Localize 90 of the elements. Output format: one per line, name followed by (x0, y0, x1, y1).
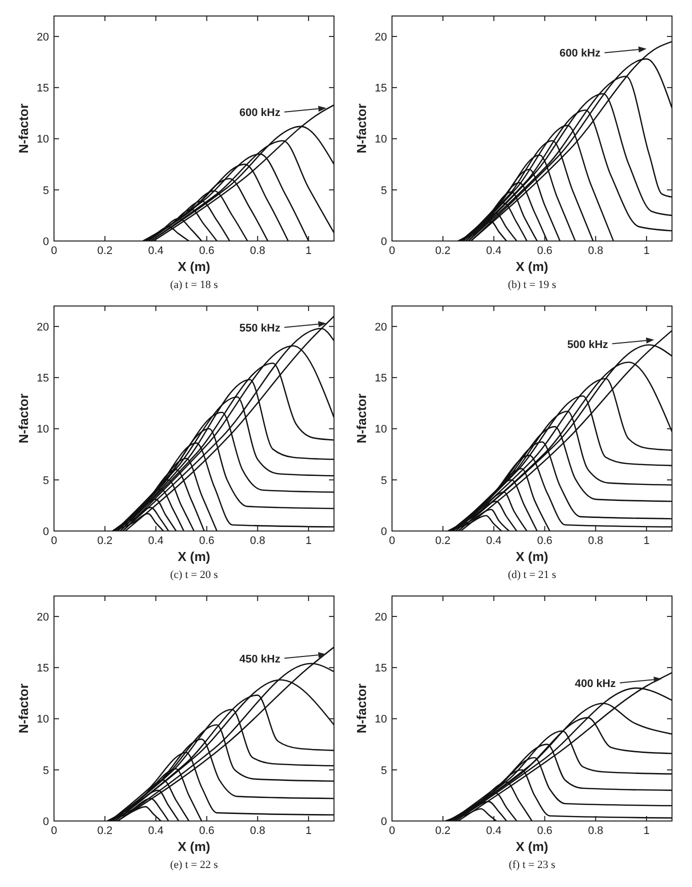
y-tick-label: 5 (42, 764, 49, 777)
x-tick-label: 0 (388, 535, 396, 547)
y-tick-label: 5 (380, 764, 387, 777)
x-tick-label: 0 (50, 245, 58, 257)
x-tick-label: 1 (305, 825, 312, 837)
annotation: 400 kHz (574, 678, 616, 690)
x-tick-label: 0.6 (537, 535, 552, 547)
x-tick-label: 1 (305, 535, 312, 547)
y-tick-label: 0 (380, 236, 387, 248)
y-tick-label: 0 (380, 526, 387, 538)
y-axis-title: N-factor (354, 684, 369, 734)
x-tick-label: 0.6 (537, 245, 552, 257)
x-tick-label: 0.2 (97, 535, 113, 547)
y-tick-label: 10 (36, 424, 49, 436)
x-tick-label: 0.8 (588, 245, 604, 257)
y-tick-label: 10 (36, 714, 49, 726)
x-tick-label: 0.2 (435, 245, 451, 257)
x-tick-label: 0.4 (486, 245, 502, 257)
x-tick-label: 0.8 (250, 535, 266, 547)
text: (a) t = 18 s (170, 279, 218, 291)
x-tick-label: 0.4 (486, 825, 502, 837)
x-tick-label: 0 (388, 245, 396, 257)
annotation: 600 kHz (239, 107, 281, 120)
y-tick-label: 20 (36, 31, 49, 44)
y-tick-label: 20 (374, 321, 387, 334)
y-tick-label: 0 (42, 526, 49, 538)
x-tick-label: 0.4 (486, 535, 502, 547)
text: (b) t = 19 s (508, 279, 556, 291)
y-tick-label: 10 (36, 134, 49, 146)
y-tick-label: 10 (374, 134, 387, 146)
x-tick-label: 0 (388, 825, 396, 837)
y-axis-title: N-factor (354, 394, 369, 444)
x-tick-label: 0.2 (435, 825, 451, 837)
y-tick-label: 20 (36, 321, 49, 334)
x-tick-label: 0.4 (148, 825, 164, 837)
y-axis-title: N-factor (16, 394, 31, 444)
text: (e) t = 22 s (170, 859, 218, 871)
annotation: 550 kHz (239, 322, 281, 334)
x-tick-label: 0.6 (537, 825, 552, 837)
y-tick-label: 20 (374, 611, 387, 624)
y-tick-label: 0 (380, 816, 387, 828)
x-tick-label: 0.8 (588, 535, 604, 547)
y-tick-label: 15 (36, 82, 49, 95)
x-tick-label: 0.8 (250, 825, 266, 837)
y-tick-label: 15 (36, 662, 49, 675)
x-tick-label: 0.4 (148, 535, 164, 547)
y-tick-label: 15 (374, 372, 387, 385)
x-tick-label: 0.6 (199, 245, 214, 257)
y-axis-title: N-factor (16, 104, 31, 154)
y-axis-title: N-factor (16, 684, 31, 734)
y-tick-label: 10 (374, 424, 387, 436)
x-tick-label: 0 (50, 825, 58, 837)
x-tick-label: 0.4 (148, 245, 164, 257)
x-tick-label: 1 (305, 245, 312, 257)
x-axis-title: X (m) (516, 259, 548, 274)
y-tick-label: 5 (380, 474, 387, 487)
x-axis-title: X (m) (178, 259, 210, 274)
x-axis-title: X (m) (516, 549, 548, 564)
annotation: 500 kHz (567, 338, 609, 351)
y-tick-label: 15 (36, 372, 49, 385)
x-tick-label: 0.6 (199, 535, 214, 547)
x-axis-title: X (m) (178, 839, 210, 854)
x-tick-label: 1 (643, 825, 650, 837)
annotation: 600 kHz (560, 48, 602, 60)
x-tick-label: 0 (50, 535, 58, 547)
x-axis-title: X (m) (178, 549, 210, 564)
y-tick-label: 15 (374, 662, 387, 675)
x-tick-label: 0.8 (588, 825, 604, 837)
y-tick-label: 15 (374, 82, 387, 95)
text: (d) t = 21 s (508, 569, 556, 581)
x-tick-label: 0.2 (435, 535, 451, 547)
x-tick-label: 1 (643, 245, 650, 257)
text: (c) t = 20 s (170, 569, 218, 581)
text: (f) t = 23 s (508, 859, 556, 871)
y-tick-label: 0 (42, 816, 49, 828)
annotation: 450 kHz (239, 653, 281, 666)
y-tick-label: 5 (42, 474, 49, 487)
y-tick-label: 20 (374, 31, 387, 44)
x-tick-label: 0.2 (97, 825, 113, 837)
y-tick-label: 5 (380, 184, 387, 197)
y-tick-label: 20 (36, 611, 49, 624)
x-axis-title: X (m) (516, 839, 548, 854)
y-tick-label: 10 (374, 714, 387, 726)
y-axis-title: N-factor (354, 104, 369, 154)
x-tick-label: 0.8 (250, 245, 266, 257)
y-tick-label: 5 (42, 184, 49, 197)
x-tick-label: 1 (643, 535, 650, 547)
x-tick-label: 0.6 (199, 825, 214, 837)
x-tick-label: 0.2 (97, 245, 113, 257)
y-tick-label: 0 (42, 236, 49, 248)
